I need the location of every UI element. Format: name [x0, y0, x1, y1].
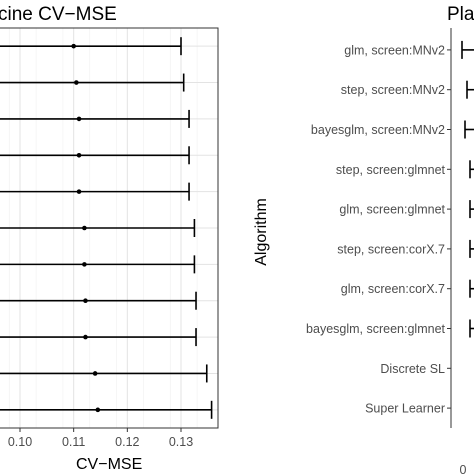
left-chart-title: cine CV−MSE [0, 4, 117, 25]
left-x-axis-title: CV−MSE [76, 456, 142, 473]
x-tick-label: 0.11 [62, 435, 85, 449]
category-label: bayesglm, screen:MNv2 [311, 123, 445, 137]
category-label: step, screen:MNv2 [341, 83, 445, 97]
x-tick-label: 0.12 [115, 435, 139, 449]
point-estimate [83, 298, 88, 304]
point-estimate [82, 262, 87, 267]
category-label: Discrete SL [380, 362, 445, 376]
point-estimate [76, 189, 82, 194]
category-label: Super Learner [365, 402, 445, 416]
left-error-bars [0, 37, 213, 419]
point-estimate [82, 225, 87, 231]
point-estimate [74, 80, 79, 85]
point-estimate [92, 371, 98, 376]
left-plot-border [0, 27, 219, 429]
category-label: glm, screen:glmnet [339, 203, 445, 217]
category-label: bayesglm, screen:glmnet [306, 322, 445, 336]
right-partial-bars [461, 40, 474, 338]
right-y-axis-title: Algorithm [253, 198, 270, 266]
x-tick-label: 0.13 [169, 435, 193, 449]
point-estimate [76, 152, 82, 158]
category-label: step, screen:corX.7 [337, 242, 445, 256]
right-x-tick-partial: 0 [460, 463, 467, 474]
point-estimate [76, 116, 82, 122]
point-estimate [83, 334, 88, 340]
point-estimate [95, 407, 101, 413]
right-category-ticks [447, 49, 451, 409]
category-label: step, screen:glmnet [336, 163, 446, 177]
right-chart-title: Pla [447, 4, 474, 25]
x-tick-label: 0.10 [8, 435, 32, 449]
left-x-ticks: 0.10 0.11 0.12 0.13 [8, 428, 193, 449]
right-category-labels: glm, screen:MNv2 step, screen:MNv2 bayesgl… [306, 43, 445, 415]
category-label: glm, screen:corX.7 [341, 282, 445, 296]
category-label: glm, screen:MNv2 [344, 43, 445, 57]
point-estimate [71, 43, 76, 49]
